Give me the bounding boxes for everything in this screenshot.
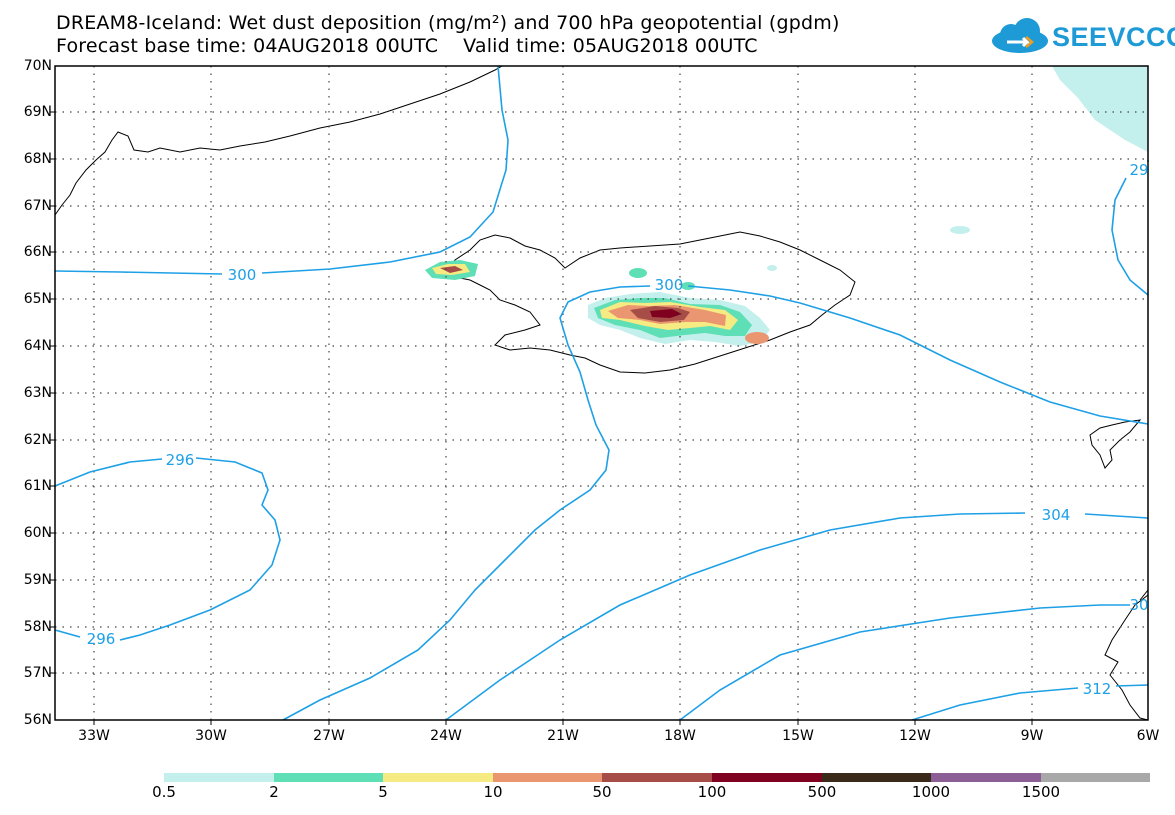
lat-label: 69N xyxy=(23,104,52,120)
colorbar-swatch xyxy=(164,773,274,782)
lon-label: 12W xyxy=(899,728,931,744)
lon-label: 30W xyxy=(195,728,227,744)
colorbar-swatch xyxy=(711,773,822,782)
colorbar-label: 2 xyxy=(269,783,279,801)
map-title-line1: DREAM8-Iceland: Wet dust deposition (mg/… xyxy=(56,12,840,34)
geopotential-contours xyxy=(54,65,1149,721)
lat-label: 62N xyxy=(23,432,52,448)
lat-label: 61N xyxy=(23,478,52,494)
scotland-coast xyxy=(1104,594,1149,721)
lat-label: 57N xyxy=(23,665,52,681)
colorbar-swatch xyxy=(1040,773,1151,782)
lon-label: 15W xyxy=(782,728,814,744)
contour-300-east xyxy=(282,285,1149,721)
contour-304 xyxy=(445,512,1149,721)
iceland-coast xyxy=(444,231,856,374)
colorbar-swatch xyxy=(821,773,932,782)
contour-label: 312 xyxy=(1083,680,1112,698)
logo-text: SEEVCCC xyxy=(1052,22,1175,52)
lon-label: 24W xyxy=(430,728,462,744)
lat-label: 67N xyxy=(23,198,52,214)
contour-312 xyxy=(911,684,1149,721)
colorbar-label: 50 xyxy=(592,783,612,801)
lat-label: 56N xyxy=(23,712,52,728)
colorbar-label: 1500 xyxy=(1021,783,1061,801)
contour-296-west xyxy=(54,457,281,641)
contour-label: 29 xyxy=(1129,161,1148,179)
dust-deposition-iceland xyxy=(588,268,770,346)
lon-label: 9W xyxy=(1020,728,1044,744)
colorbar-label: 0.5 xyxy=(152,783,176,801)
cloud-icon xyxy=(992,18,1048,53)
contour-label: 304 xyxy=(1042,506,1071,524)
colorbar-swatch xyxy=(383,773,493,782)
lat-label: 60N xyxy=(23,525,52,541)
contour-label: 300 xyxy=(228,266,257,284)
deposition-spot xyxy=(950,226,970,234)
colorbar-swatch xyxy=(492,773,603,782)
shetland-coast xyxy=(1139,589,1149,601)
lon-label: 6W xyxy=(1136,728,1160,744)
axis-ticks xyxy=(50,111,1033,725)
colorbar-label: 1000 xyxy=(911,783,951,801)
graticule xyxy=(55,66,1148,720)
lat-label: 65N xyxy=(23,291,52,307)
colorbar-label: 10 xyxy=(483,783,503,801)
contour-308 xyxy=(679,604,1130,721)
lat-label: 63N xyxy=(23,385,52,401)
contour-label: 30 xyxy=(1129,596,1148,614)
lat-label: 70N xyxy=(23,58,52,74)
lat-label: 59N xyxy=(23,572,52,588)
lon-label: 33W xyxy=(78,728,110,744)
coastlines xyxy=(54,65,1149,721)
colorbar-swatch xyxy=(273,773,384,782)
contour-label: 296 xyxy=(87,630,116,648)
contour-label: 300 xyxy=(655,276,684,294)
colorbar-swatch xyxy=(602,773,712,782)
deposition-area-ne xyxy=(1052,66,1148,152)
faroe-coast xyxy=(1089,419,1142,469)
seevccc-logo xyxy=(992,18,1048,53)
colorbar-label: 100 xyxy=(697,783,727,801)
contour-300-west xyxy=(54,65,509,275)
map-title-line2: Forecast base time: 04AUG2018 00UTC Vali… xyxy=(56,35,758,57)
lat-label: 58N xyxy=(23,619,52,635)
lon-label: 21W xyxy=(547,728,579,744)
colorbar-label: 5 xyxy=(378,783,388,801)
map-frame xyxy=(54,65,1149,721)
lon-label: 27W xyxy=(313,728,345,744)
contour-label: 296 xyxy=(166,451,195,469)
lat-label: 68N xyxy=(23,151,52,167)
greenland-coast xyxy=(54,65,503,216)
colorbar-swatch xyxy=(931,773,1041,782)
lon-label: 18W xyxy=(664,728,696,744)
lat-label: 64N xyxy=(23,338,52,354)
dust-deposition-westfjords xyxy=(425,260,478,280)
contour-29x-ne xyxy=(1111,160,1149,296)
deposition-spot xyxy=(767,265,777,271)
colorbar xyxy=(164,773,1151,782)
colorbar-label: 500 xyxy=(807,783,837,801)
lat-label: 66N xyxy=(23,244,52,260)
